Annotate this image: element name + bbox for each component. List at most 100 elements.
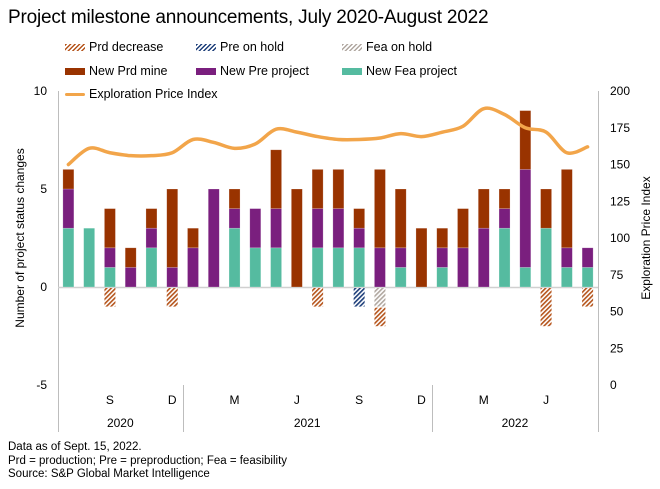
bar-new-pre [457, 247, 469, 288]
bar-new-prd [145, 208, 158, 229]
bar-new-pre [374, 247, 386, 288]
bar-new-pre [353, 227, 365, 249]
legend-label: Fea on hold [366, 40, 433, 54]
bar-new-fea [540, 227, 552, 288]
bar-new-fea [228, 227, 241, 288]
epi-line-swatch-icon [65, 92, 85, 96]
bar-fea-on-hold [374, 288, 386, 307]
bar-new-pre [124, 267, 137, 288]
bar-new-prd [457, 208, 469, 249]
prd-decrease-swatch-icon [65, 43, 85, 51]
right-axis-tick-label: 200 [610, 84, 630, 98]
x-month-label: S [355, 393, 363, 407]
bar-new-pre [561, 247, 573, 268]
footnote-abbreviations: Prd = production; Pre = preproduction; F… [8, 454, 288, 467]
bar-prd-decrease [166, 288, 178, 307]
bar-new-prd [124, 247, 137, 268]
bar-new-pre [394, 247, 407, 268]
right-axis-tick-label: 150 [610, 158, 630, 172]
left-axis-tick-label: -5 [36, 378, 47, 392]
footnotes: Data as of Sept. 15, 2022. Prd = product… [8, 441, 287, 482]
x-month-label: J [294, 393, 300, 407]
bar-prd-decrease [582, 288, 594, 307]
x-year-label: 2020 [107, 416, 134, 430]
right-axis-tick-label: 50 [610, 305, 624, 319]
bar-prd-decrease [374, 307, 386, 327]
pre-on-hold-swatch-icon [196, 43, 216, 51]
x-year-label: 2021 [294, 416, 321, 430]
bar-pre-on-hold [353, 288, 365, 307]
right-axis-tick-label: 100 [610, 231, 630, 245]
right-axis-tick-label: 175 [610, 121, 630, 135]
bar-new-prd [62, 169, 75, 190]
legend-label: New Fea project [366, 64, 458, 78]
right-axis-tick-label: 25 [610, 341, 624, 355]
bar-new-pre [104, 247, 116, 268]
bar-new-pre [166, 267, 179, 288]
bar-new-pre [436, 247, 449, 268]
left-axis-tick-label: 10 [34, 84, 48, 98]
bar-new-pre [498, 208, 511, 229]
bar-new-prd [311, 169, 324, 209]
legend-fea-on-hold: Fea on hold [342, 40, 432, 54]
legend-epi: Exploration Price Index [65, 87, 218, 101]
bar-new-prd [228, 188, 241, 209]
bar-new-fea [83, 227, 95, 288]
left-axis-tick-label: 5 [40, 182, 47, 196]
bar-new-pre [332, 208, 345, 249]
bar-new-pre [519, 169, 532, 268]
bar-new-pre [207, 188, 220, 288]
right-axis-tick-label: 75 [610, 268, 624, 282]
bar-new-fea [581, 267, 594, 288]
bar-new-fea [311, 247, 324, 288]
legend-label: Exploration Price Index [89, 87, 218, 101]
bar-new-fea [561, 267, 573, 288]
bar-prd-decrease [312, 288, 324, 307]
bar-new-prd [415, 227, 428, 288]
legend-new-fea: New Fea project [342, 64, 457, 78]
legend-new-prd: New Prd mine [65, 64, 168, 78]
x-year-label: 2022 [502, 416, 529, 430]
bar-new-fea [498, 227, 511, 288]
bar-new-prd [540, 188, 552, 229]
bar-new-fea [104, 267, 116, 288]
left-axis-title: Number of project status changes [13, 148, 27, 327]
right-axis-title: Exploration Price Index [639, 176, 653, 299]
bar-new-prd [270, 149, 282, 209]
footnote-source: Source: S&P Global Market Intelligence [8, 468, 210, 480]
bar-new-fea [270, 247, 282, 288]
right-axis-tick-label: 0 [610, 378, 617, 392]
x-month-label: M [230, 393, 240, 407]
bar-new-pre [187, 247, 199, 288]
new-fea-swatch-icon [342, 67, 362, 75]
bar-new-fea [519, 267, 532, 288]
bar-new-fea [353, 247, 365, 288]
bar-new-fea [249, 247, 262, 288]
x-month-label: D [168, 393, 177, 407]
bar-new-prd [436, 227, 449, 249]
legend-label: Prd decrease [89, 40, 164, 54]
fea-on-hold-swatch-icon [342, 43, 362, 51]
bar-prd-decrease [104, 288, 116, 307]
bar-new-pre [145, 227, 158, 249]
new-prd-swatch-icon [65, 67, 85, 75]
bar-new-prd [374, 169, 386, 249]
bar-new-prd [519, 110, 532, 170]
bar-new-fea [332, 247, 345, 288]
exploration-price-index-line [66, 106, 590, 167]
bar-new-prd [187, 227, 199, 249]
bar-new-fea [394, 267, 407, 288]
new-pre-swatch-icon [196, 67, 216, 75]
x-month-label: S [106, 393, 114, 407]
legend-new-pre: New Pre project [196, 64, 309, 78]
bar-new-fea [62, 227, 75, 288]
x-month-label: M [479, 393, 489, 407]
footnote-date: Data as of Sept. 15, 2022. [8, 441, 142, 453]
bar-new-pre [477, 227, 490, 288]
bar-new-prd [477, 188, 490, 229]
x-month-label: D [417, 393, 426, 407]
legend-label: New Pre project [220, 64, 309, 78]
bar-new-prd [166, 188, 179, 268]
x-month-label: J [543, 393, 549, 407]
bar-new-prd [104, 208, 116, 249]
